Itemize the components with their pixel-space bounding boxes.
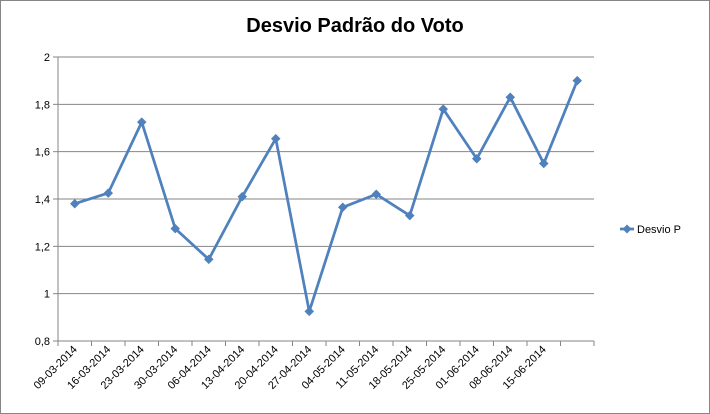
data-point [438, 104, 449, 114]
data-point [337, 202, 348, 213]
data-point [103, 188, 114, 198]
data-point [572, 75, 583, 86]
y-tick-label: 0,8 [35, 336, 50, 348]
data-point [237, 191, 248, 202]
legend-label: Desvio P [637, 224, 681, 236]
data-point [538, 158, 549, 169]
y-tick-label: 1 [44, 289, 50, 301]
data-point [170, 223, 181, 234]
legend-marker [622, 224, 632, 234]
series-line [74, 80, 579, 313]
y-tick-label: 2 [44, 52, 50, 64]
data-point [404, 210, 415, 221]
data-point [371, 189, 382, 200]
data-point [69, 198, 80, 209]
y-tick-label: 1,8 [35, 99, 50, 111]
data-point [203, 254, 214, 265]
y-tick-label: 1,2 [35, 241, 50, 253]
data-point [304, 306, 315, 317]
chart-title: Desvio Padrão do Voto [246, 15, 464, 37]
y-tick-label: 1,4 [35, 194, 50, 206]
y-tick-label: 1,6 [35, 147, 50, 159]
data-point [270, 133, 281, 144]
data-point [505, 92, 516, 103]
data-point [136, 117, 147, 127]
data-point [471, 153, 482, 164]
